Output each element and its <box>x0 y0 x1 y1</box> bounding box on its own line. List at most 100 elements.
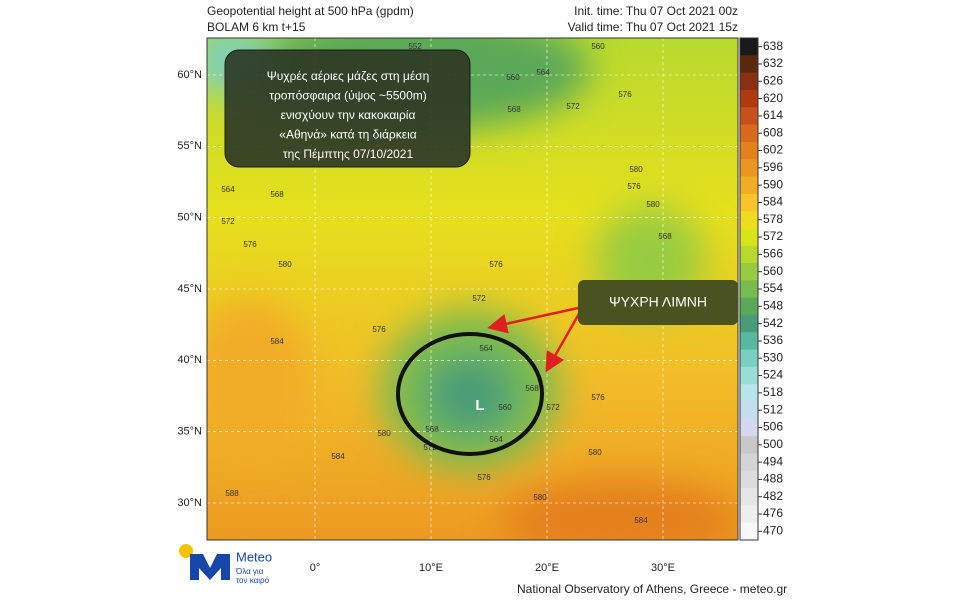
annotation-line: Ψυχρές αέριες μάζες στη μέση <box>267 69 430 83</box>
colorbar-band <box>740 332 758 351</box>
contour-label: 576 <box>243 240 257 249</box>
colorbar-band <box>740 107 758 126</box>
callout: ΨΥΧΡΗ ΛΙΜΝΗ <box>609 294 707 310</box>
contour-label: 576 <box>627 182 641 191</box>
contour-label: 572 <box>423 443 437 452</box>
colorbar-label: 476 <box>763 506 783 520</box>
contour-label: 580 <box>377 429 391 438</box>
contour-label: 560 <box>506 73 520 82</box>
title: Geopotential height at 500 hPa (gpdm) <box>207 4 414 18</box>
contour-label: 568 <box>507 105 521 114</box>
lat-label: 55°N <box>177 140 202 152</box>
contour-label: 568 <box>658 232 672 241</box>
colorbar-band <box>740 384 758 403</box>
colorbar-band <box>740 280 758 299</box>
colorbar-band <box>740 176 758 195</box>
contour-label: 572 <box>221 217 235 226</box>
colorbar-label: 512 <box>763 402 783 416</box>
contour-label: 584 <box>270 337 284 346</box>
lat-label: 50°N <box>177 212 202 224</box>
logo-tagline: Όλα για <box>235 567 264 576</box>
colorbar-label: 620 <box>763 91 783 105</box>
contour-label: 580 <box>278 260 292 269</box>
callout-box <box>578 280 738 325</box>
colorbar-band <box>740 55 758 74</box>
contour-label: 580 <box>646 200 660 209</box>
colorbar-label: 482 <box>763 489 783 503</box>
contour-label: 576 <box>489 260 503 269</box>
colorbar-band <box>740 505 758 524</box>
annotation-line: τροπόσφαιρα (ύψος ~5500m) <box>269 89 427 103</box>
valid-time: Valid time: Thu 07 Oct 2021 15z <box>568 20 738 34</box>
colorbar-band <box>740 245 758 264</box>
contour-label: 584 <box>634 516 648 525</box>
colorbar-label: 554 <box>763 281 783 295</box>
colorbar-band <box>740 159 758 177</box>
colorbar-label: 506 <box>763 420 783 434</box>
colorbar-label: 470 <box>763 524 783 538</box>
colorbar-band <box>740 193 758 212</box>
contour-label: 564 <box>536 68 550 77</box>
colorbar-band <box>740 263 758 281</box>
init-time: Init. time: Thu 07 Oct 2021 00z <box>574 4 738 18</box>
contour-label: 580 <box>629 165 643 174</box>
contour-label: 552 <box>408 42 422 51</box>
colorbar-label: 596 <box>763 160 783 174</box>
contour-label: 568 <box>425 425 439 434</box>
arrow <box>487 306 579 334</box>
logo-name: Meteo <box>236 549 272 564</box>
colorbar-band <box>740 211 758 229</box>
logo-tagline: τον καιρό <box>236 576 270 585</box>
colorbar-band <box>740 470 758 489</box>
colorbar-band <box>740 124 758 143</box>
contour-label: 572 <box>472 294 486 303</box>
colorbar-label: 614 <box>763 108 783 122</box>
contour-label: 572 <box>566 102 580 111</box>
colorbar-band <box>740 314 758 333</box>
colorbar-band <box>740 297 758 316</box>
colorbar-label: 638 <box>763 39 783 53</box>
colorbar-label: 530 <box>763 350 783 364</box>
model: BOLAM 6 km t+15 <box>207 20 306 34</box>
credit: National Observatory of Athens, Greece -… <box>517 582 787 596</box>
colorbar-band <box>740 453 758 472</box>
annotation-line: «Αθηνά» κατά τη διάρκεια <box>279 128 416 142</box>
lon-label: 20°E <box>535 562 559 574</box>
colorbar-label: 488 <box>763 472 783 486</box>
contour-label: 560 <box>498 403 512 412</box>
colorbar-band <box>740 349 758 368</box>
contour-label: 580 <box>588 448 602 457</box>
contour-label: 568 <box>525 384 539 393</box>
logo-sun <box>179 544 193 558</box>
colorbar-label: 632 <box>763 56 783 70</box>
colorbar-frame <box>739 37 759 541</box>
colorbar-label: 542 <box>763 316 783 330</box>
lat-label: 60°N <box>177 69 202 81</box>
colorbar-label: 560 <box>763 264 783 278</box>
contour-label: 568 <box>270 190 284 199</box>
colorbar-label: 602 <box>763 143 783 157</box>
low-ring <box>396 332 544 456</box>
annotation-box <box>224 49 471 168</box>
contour-label: 588 <box>225 489 239 498</box>
colorbar-band <box>740 366 758 385</box>
lat-label: 30°N <box>177 497 202 509</box>
logo-mark <box>190 554 230 580</box>
contour-label: 576 <box>591 393 605 402</box>
colorbar-band <box>740 141 758 160</box>
colorbar-band <box>740 436 758 454</box>
colorbar-label: 584 <box>763 195 783 209</box>
colorbar-label: 626 <box>763 73 783 87</box>
lon-label: 10°E <box>419 562 443 574</box>
contour-label: 584 <box>331 452 345 461</box>
colorbar-band <box>740 488 758 506</box>
contour-label: 576 <box>618 90 632 99</box>
colorbar-label: 494 <box>763 454 783 468</box>
annotation-line: της Πέμπτης 07/10/2021 <box>283 147 414 161</box>
lat-label: 35°N <box>177 426 202 438</box>
lon-label: 0° <box>310 562 321 574</box>
contour-label: 564 <box>489 435 503 444</box>
colorbar-label: 578 <box>763 212 783 226</box>
arrow <box>545 311 582 373</box>
